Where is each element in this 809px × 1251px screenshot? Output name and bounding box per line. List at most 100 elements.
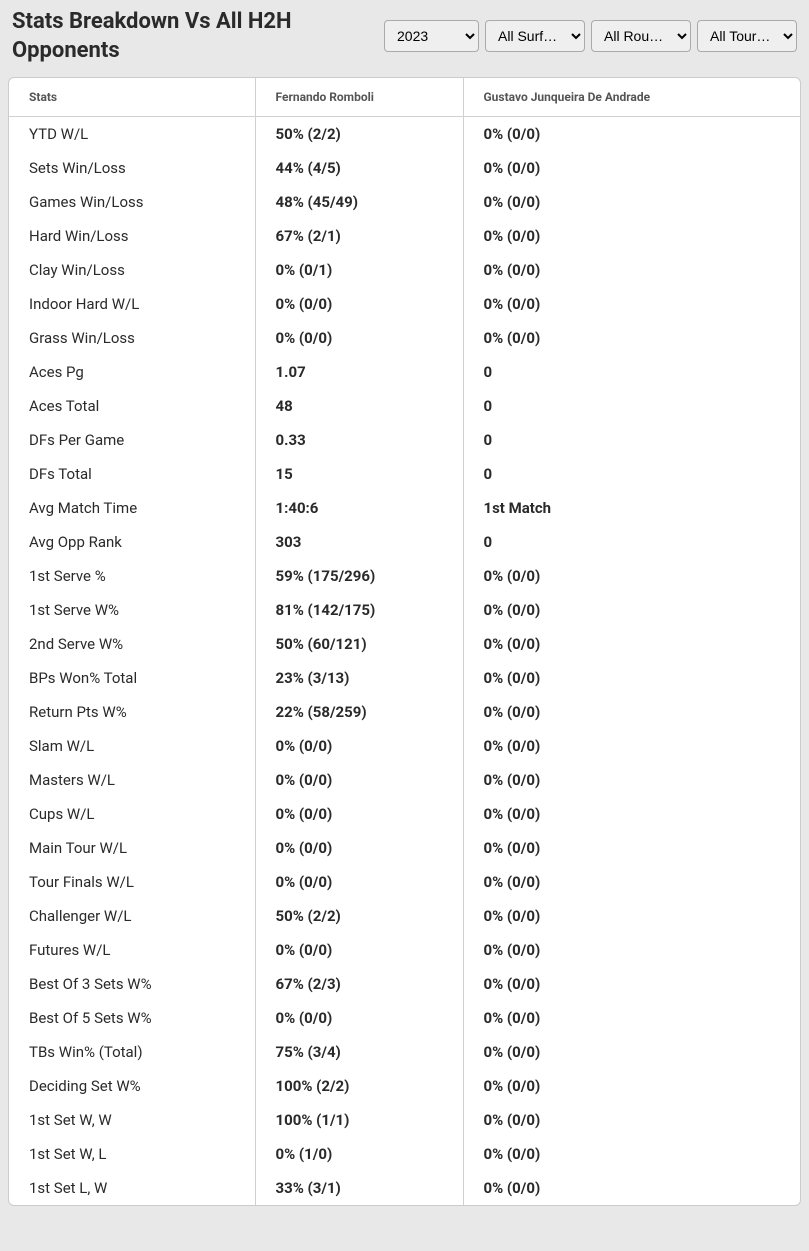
stat-value-player1: 0% (0/0) <box>255 865 463 899</box>
stat-value-player1: 59% (175/296) <box>255 559 463 593</box>
stat-value-player1: 0% (0/0) <box>255 831 463 865</box>
stat-value-player2: 0% (0/0) <box>463 865 800 899</box>
table-row: Aces Total480 <box>9 389 800 423</box>
table-row: Masters W/L0% (0/0)0% (0/0) <box>9 763 800 797</box>
stat-label: Aces Pg <box>9 355 255 389</box>
stat-value-player2: 0% (0/0) <box>463 729 800 763</box>
table-row: Deciding Set W%100% (2/2)0% (0/0) <box>9 1069 800 1103</box>
stat-label: YTD W/L <box>9 117 255 152</box>
table-row: Sets Win/Loss44% (4/5)0% (0/0) <box>9 151 800 185</box>
stat-value-player2: 0% (0/0) <box>463 1171 800 1205</box>
stat-value-player2: 0% (0/0) <box>463 695 800 729</box>
stat-label: Clay Win/Loss <box>9 253 255 287</box>
stat-label: Avg Match Time <box>9 491 255 525</box>
table-row: Hard Win/Loss67% (2/1)0% (0/0) <box>9 219 800 253</box>
stat-label: Best Of 5 Sets W% <box>9 1001 255 1035</box>
table-row: 1st Set L, W33% (3/1)0% (0/0) <box>9 1171 800 1205</box>
stat-value-player1: 100% (1/1) <box>255 1103 463 1137</box>
stat-value-player2: 0 <box>463 423 800 457</box>
table-row: DFs Total150 <box>9 457 800 491</box>
table-row: Main Tour W/L0% (0/0)0% (0/0) <box>9 831 800 865</box>
round-select[interactable]: All Rounds <box>591 20 691 52</box>
table-row: Avg Match Time1:40:61st Match <box>9 491 800 525</box>
stat-label: Grass Win/Loss <box>9 321 255 355</box>
stat-value-player2: 0% (0/0) <box>463 899 800 933</box>
stat-value-player2: 0% (0/0) <box>463 967 800 1001</box>
stat-value-player1: 23% (3/13) <box>255 661 463 695</box>
stat-value-player1: 15 <box>255 457 463 491</box>
stat-value-player1: 22% (58/259) <box>255 695 463 729</box>
stat-value-player2: 0% (0/0) <box>463 219 800 253</box>
stat-label: Return Pts W% <box>9 695 255 729</box>
stat-value-player1: 81% (142/175) <box>255 593 463 627</box>
stat-value-player2: 0% (0/0) <box>463 1035 800 1069</box>
table-row: DFs Per Game0.330 <box>9 423 800 457</box>
stat-value-player1: 0% (1/0) <box>255 1137 463 1171</box>
stat-value-player2: 0 <box>463 525 800 559</box>
table-row: Best Of 3 Sets W%67% (2/3)0% (0/0) <box>9 967 800 1001</box>
stat-label: Deciding Set W% <box>9 1069 255 1103</box>
stat-value-player2: 0% (0/0) <box>463 117 800 152</box>
stat-label: Indoor Hard W/L <box>9 287 255 321</box>
stat-label: Slam W/L <box>9 729 255 763</box>
stat-label: Tour Finals W/L <box>9 865 255 899</box>
stat-label: Cups W/L <box>9 797 255 831</box>
stat-label: TBs Win% (Total) <box>9 1035 255 1069</box>
stat-value-player1: 0% (0/0) <box>255 321 463 355</box>
stat-label: Masters W/L <box>9 763 255 797</box>
stat-value-player2: 0% (0/0) <box>463 185 800 219</box>
stat-value-player1: 0% (0/0) <box>255 933 463 967</box>
table-row: Futures W/L0% (0/0)0% (0/0) <box>9 933 800 967</box>
stat-label: Futures W/L <box>9 933 255 967</box>
stat-value-player1: 48 <box>255 389 463 423</box>
tour-select[interactable]: All Tour… <box>697 20 797 52</box>
table-row: Best Of 5 Sets W%0% (0/0)0% (0/0) <box>9 1001 800 1035</box>
stat-value-player1: 67% (2/1) <box>255 219 463 253</box>
table-row: Challenger W/L50% (2/2)0% (0/0) <box>9 899 800 933</box>
table-row: Slam W/L0% (0/0)0% (0/0) <box>9 729 800 763</box>
stat-value-player2: 0% (0/0) <box>463 253 800 287</box>
stat-value-player1: 50% (60/121) <box>255 627 463 661</box>
stat-value-player1: 75% (3/4) <box>255 1035 463 1069</box>
stats-table-container: Stats Fernando Romboli Gustavo Junqueira… <box>8 77 801 1206</box>
stat-value-player2: 0% (0/0) <box>463 287 800 321</box>
stat-value-player1: 1.07 <box>255 355 463 389</box>
stat-value-player2: 0% (0/0) <box>463 1001 800 1035</box>
stat-label: Main Tour W/L <box>9 831 255 865</box>
stat-value-player1: 0.33 <box>255 423 463 457</box>
stat-value-player2: 0% (0/0) <box>463 627 800 661</box>
table-row: 1st Set W, W100% (1/1)0% (0/0) <box>9 1103 800 1137</box>
surface-select[interactable]: All Surfa… <box>485 20 585 52</box>
stat-value-player1: 48% (45/49) <box>255 185 463 219</box>
stat-value-player1: 0% (0/0) <box>255 797 463 831</box>
stat-value-player1: 1:40:6 <box>255 491 463 525</box>
stats-table: Stats Fernando Romboli Gustavo Junqueira… <box>9 78 800 1205</box>
stat-value-player2: 0% (0/0) <box>463 797 800 831</box>
table-row: 1st Set W, L0% (1/0)0% (0/0) <box>9 1137 800 1171</box>
stat-value-player1: 0% (0/0) <box>255 1001 463 1035</box>
stat-value-player2: 0% (0/0) <box>463 1069 800 1103</box>
table-row: 1st Serve W%81% (142/175)0% (0/0) <box>9 593 800 627</box>
table-row: Indoor Hard W/L0% (0/0)0% (0/0) <box>9 287 800 321</box>
stat-value-player2: 0% (0/0) <box>463 593 800 627</box>
stat-value-player2: 0% (0/0) <box>463 321 800 355</box>
table-row: TBs Win% (Total)75% (3/4)0% (0/0) <box>9 1035 800 1069</box>
stat-value-player1: 100% (2/2) <box>255 1069 463 1103</box>
year-select[interactable]: 2023 <box>384 20 479 52</box>
stat-value-player1: 33% (3/1) <box>255 1171 463 1205</box>
stat-value-player1: 0% (0/1) <box>255 253 463 287</box>
stat-value-player2: 0 <box>463 389 800 423</box>
stat-value-player2: 0% (0/0) <box>463 151 800 185</box>
table-row: BPs Won% Total23% (3/13)0% (0/0) <box>9 661 800 695</box>
stat-value-player2: 0% (0/0) <box>463 1137 800 1171</box>
table-row: Tour Finals W/L0% (0/0)0% (0/0) <box>9 865 800 899</box>
stat-value-player1: 50% (2/2) <box>255 899 463 933</box>
table-row: Return Pts W%22% (58/259)0% (0/0) <box>9 695 800 729</box>
stat-label: Hard Win/Loss <box>9 219 255 253</box>
stat-label: Challenger W/L <box>9 899 255 933</box>
table-header-row: Stats Fernando Romboli Gustavo Junqueira… <box>9 78 800 117</box>
stat-label: DFs Total <box>9 457 255 491</box>
stat-value-player1: 67% (2/3) <box>255 967 463 1001</box>
stat-label: DFs Per Game <box>9 423 255 457</box>
table-row: 1st Serve %59% (175/296)0% (0/0) <box>9 559 800 593</box>
